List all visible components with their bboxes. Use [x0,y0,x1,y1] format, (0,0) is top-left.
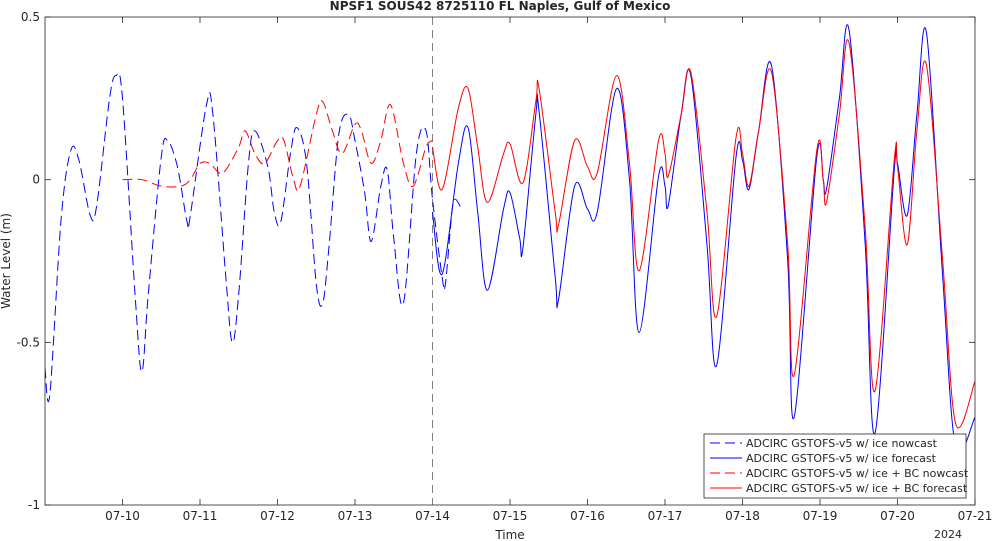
x-tick-label: 07-13 [338,509,373,523]
series-line-adcirc-gstofs-v5-w-ice-forecast [432,24,975,454]
legend-label: ADCIRC GSTOFS-v5 w/ ice nowcast [746,437,938,450]
y-tick-label: -1 [28,498,40,512]
x-tick-label: 07-11 [183,509,218,523]
x-tick-label: 07-14 [415,509,450,523]
x-axis-label: Time [494,528,524,541]
y-tick-label: 0.5 [21,10,40,24]
x-tick-label: 07-12 [260,509,295,523]
y-axis-label: Water Level (m) [0,213,13,309]
x-tick-label: 07-18 [725,509,760,523]
year-label: 2024 [934,528,962,541]
legend-label: ADCIRC GSTOFS-v5 w/ ice forecast [746,452,937,465]
series-layer [45,24,975,454]
x-tick-label: 07-21 [958,509,992,523]
chart-title: NPSF1 SOUS42 8725110 FL Naples, Gulf of … [330,0,671,13]
y-tick-label: -0.5 [17,335,40,349]
y-tick-label: 0 [32,173,40,187]
x-tick-label: 07-20 [880,509,915,523]
x-tick-label: 07-17 [648,509,683,523]
legend-box [703,433,967,499]
plot-area [45,17,975,505]
legend-label: ADCIRC GSTOFS-v5 w/ ice + BC forecast [746,482,968,495]
legend-label: ADCIRC GSTOFS-v5 w/ ice + BC nowcast [746,467,969,480]
x-axis-ticks: 07-10 07-11 07-12 07-13 07-14 07-15 07-16 07-17… [105,17,992,523]
x-tick-label: 07-19 [803,509,838,523]
x-tick-label: 07-16 [570,509,605,523]
series-line-adcirc-gstofs-v5-w-ice-nowcast [45,72,462,403]
series-line-adcirc-gstofs-v5-w-ice-bc-forecast [432,39,975,429]
x-tick-label: 07-15 [493,509,528,523]
legend: ADCIRC GSTOFS-v5 w/ ice nowcast ADCIRC GS… [703,433,969,499]
plot-frame [44,16,976,506]
x-tick-label: 07-10 [105,509,140,523]
